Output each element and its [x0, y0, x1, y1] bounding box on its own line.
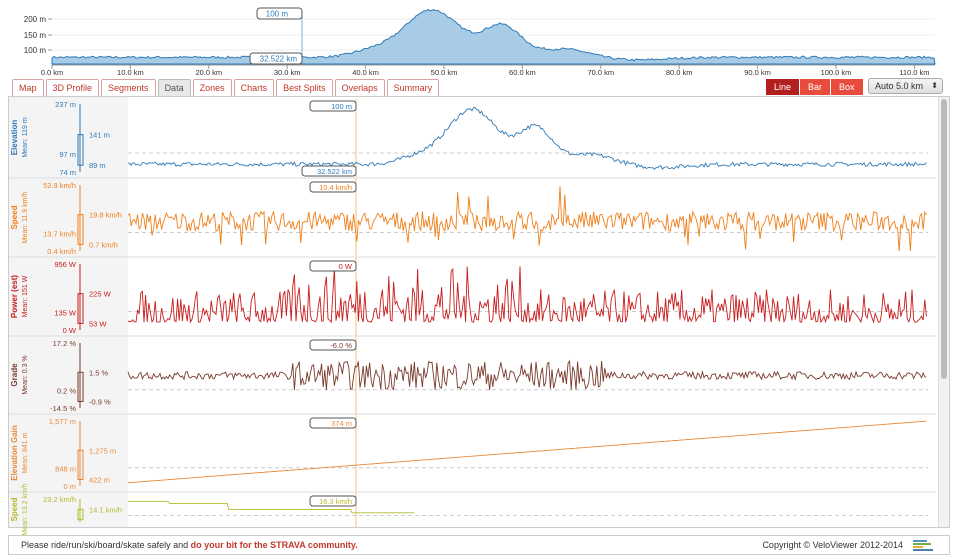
tab-charts[interactable]: Charts — [233, 79, 275, 96]
mode-bar-button[interactable]: Bar — [800, 79, 831, 95]
tab-zones[interactable]: Zones — [192, 79, 232, 96]
tab-map[interactable]: Map — [12, 79, 44, 96]
overview-x-ticks: 0.0 km 10.0 km 20.0 km 30.0 km 40.0 km 50.0 k… — [41, 65, 930, 77]
overview-x-tick-label: 50.0 km — [431, 68, 458, 77]
tab-overlaps[interactable]: Overlaps — [334, 79, 385, 96]
mode-box-button[interactable]: Box — [831, 79, 863, 95]
tab-3d-profile[interactable]: 3D Profile — [45, 79, 100, 96]
footer: Please ride/run/ski/board/skate safely a… — [8, 535, 950, 555]
overview-x-tick-label: 90.0 km — [744, 68, 771, 77]
overview-x-tick-label: 60.0 km — [509, 68, 536, 77]
footer-strava-link[interactable]: do your bit for the STRAVA community. — [190, 540, 358, 550]
interval-select[interactable]: Auto 5.0 km ⬍ — [868, 78, 943, 94]
overview-x-tick-label: 110.0 km — [899, 68, 929, 77]
select-arrows-icon: ⬍ — [931, 81, 938, 90]
panel-scrollbar[interactable] — [938, 97, 949, 527]
overview-x-tick-label: 30.0 km — [274, 68, 301, 77]
overview-x-tick-label: 10.0 km — [117, 68, 144, 77]
overview-x-tick-label: 0.0 km — [41, 68, 64, 77]
overview-y-ticks: 200 m 150 m 100 m — [24, 15, 52, 55]
mode-line-button[interactable]: Line — [766, 79, 800, 95]
overview-elevation-chart[interactable]: 200 m 150 m 100 m 0.0 km 10.0 km 20.0 km 30.0… — [0, 0, 957, 79]
scrollbar-thumb[interactable] — [941, 99, 947, 379]
overview-cursor-distance: 32.522 km — [260, 55, 298, 64]
overview-elevation-area — [51, 8, 936, 65]
overview-x-tick-label: 80.0 km — [666, 68, 693, 77]
overview-cursor-distance-box — [249, 52, 303, 65]
footer-text: Please ride/run/ski/board/skate safely a… — [21, 540, 191, 550]
overview-x-tick-label: 40.0 km — [352, 68, 379, 77]
veloviewer-logo-icon — [913, 540, 933, 551]
tab-bar: Map 3D Profile Segments Data Zones Charts Best… — [12, 79, 441, 96]
tab-segments[interactable]: Segments — [101, 79, 156, 96]
overview-y-tick-label: 100 m — [24, 46, 47, 55]
overview-y-tick-label: 200 m — [24, 15, 47, 24]
interval-select-value: Auto 5.0 km — [875, 81, 924, 91]
tab-best-splits[interactable]: Best Splits — [276, 79, 333, 96]
chart-mode-toggle: Line Bar Box — [766, 79, 864, 95]
tab-data[interactable]: Data — [157, 79, 191, 96]
overview-x-tick-label: 100.0 km — [821, 68, 852, 77]
overview-cursor-value: 100 m — [266, 10, 289, 19]
overview-x-tick-label: 20.0 km — [195, 68, 222, 77]
overview-y-tick-label: 150 m — [24, 31, 47, 40]
data-panel — [8, 96, 950, 528]
footer-copyright: Copyright © VeloViewer 2012-2014 — [762, 540, 903, 550]
overview-x-tick-label: 70.0 km — [587, 68, 614, 77]
tab-summary[interactable]: Summary — [386, 79, 440, 96]
overview-cursor-value-box — [256, 7, 303, 20]
